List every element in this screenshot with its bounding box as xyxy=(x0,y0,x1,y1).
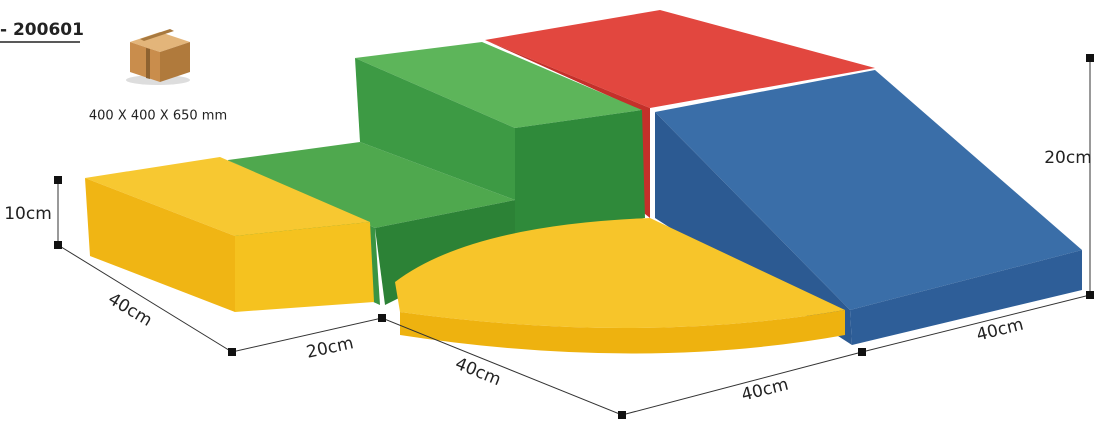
dimension-label: 10cm xyxy=(4,204,52,224)
dimension-label: 40cm xyxy=(452,354,504,390)
red-block xyxy=(485,10,875,218)
box-icon xyxy=(126,29,190,85)
yellow-block xyxy=(85,157,374,312)
dimension-label: 40cm xyxy=(975,315,1026,346)
yellow-quarter xyxy=(395,218,845,354)
product-code: - 200601 xyxy=(0,20,84,40)
dimension-label: 40cm xyxy=(740,375,791,406)
dimension-label: 20cm xyxy=(1044,148,1092,168)
dimension-label: 20cm xyxy=(305,333,356,362)
dimension-lines xyxy=(54,54,1094,419)
dimension-label: 40cm xyxy=(104,289,155,331)
blue-wedge xyxy=(655,70,1082,345)
box-size: 400 X 400 X 650 mm xyxy=(89,109,227,124)
